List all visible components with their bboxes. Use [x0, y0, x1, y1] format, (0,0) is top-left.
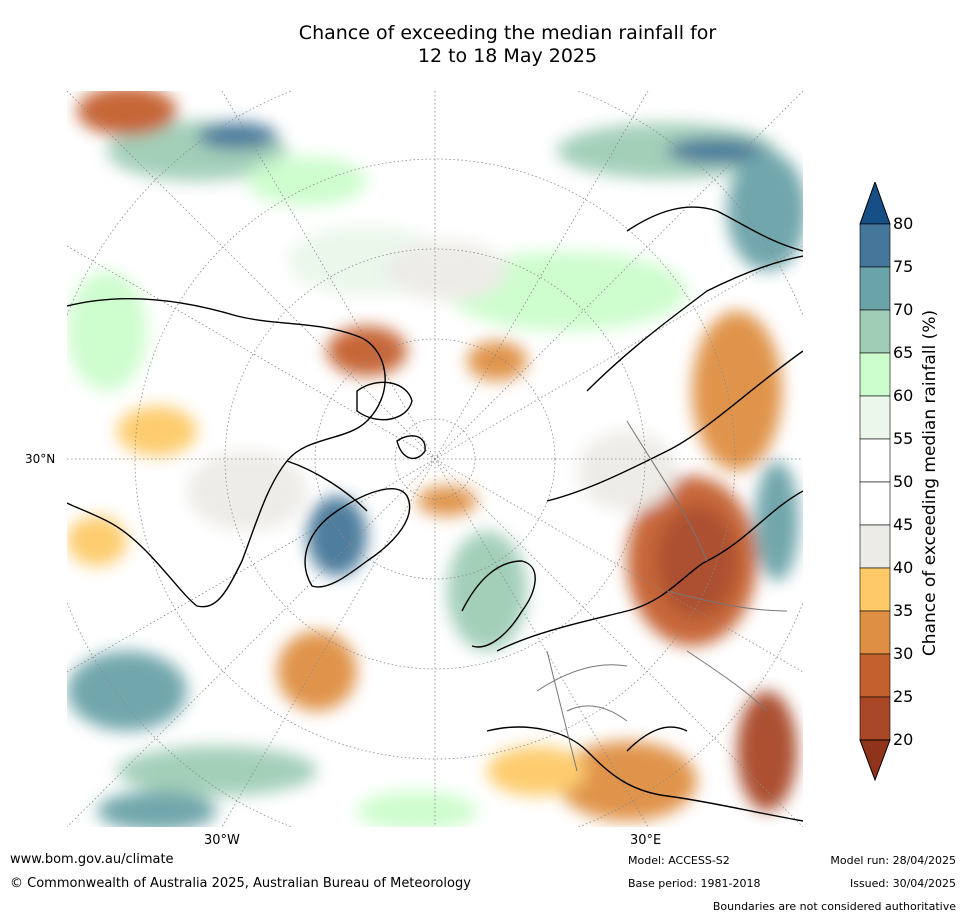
colorbar-band-45-50: [859, 481, 891, 526]
graticule: [67, 91, 803, 827]
lon-label-30w: 30°W: [204, 833, 240, 848]
lat-label-30n: 30°N: [25, 452, 56, 466]
footer-copyright: © Commonwealth of Australia 2025, Austra…: [10, 876, 471, 891]
map-canvas: [67, 91, 803, 827]
colorbar-label: Chance of exceeding median rainfall (%): [920, 309, 940, 657]
colorbar-tick-25: 25: [893, 687, 914, 706]
colorbar-band-55-60: [859, 395, 891, 440]
colorbar-band-20-25: [859, 696, 891, 741]
colorbar-tick-60: 60: [893, 386, 914, 405]
colorbar-tick-45: 45: [893, 515, 914, 534]
colorbar-band-35-40: [859, 567, 891, 612]
colorbar-band-65-70: [859, 309, 891, 354]
lon-label-30e: 30°E: [630, 833, 662, 848]
colorbar-band-25-30: [859, 653, 891, 698]
colorbar-extend-below-20: [859, 739, 891, 782]
colorbar-band-70-75: [859, 266, 891, 311]
colorbar-tick-50: 50: [893, 472, 914, 491]
colorbar-band-50-55: [859, 438, 891, 483]
colorbar-band-75-80: [859, 223, 891, 268]
colorbar-extend-above-80: [859, 182, 891, 225]
footer-disclaimer: Boundaries are not considered authoritat…: [712, 900, 956, 913]
colorbar-tick-65: 65: [893, 343, 914, 362]
footer-website: www.bom.gov.au/climate: [10, 852, 174, 867]
footer-issued: Issued: 30/04/2025: [849, 877, 956, 890]
footer-model: Model: ACCESS-S2: [628, 854, 730, 867]
colorbar-band-60-65: [859, 352, 891, 397]
title-line-2: 12 to 18 May 2025: [417, 45, 598, 67]
colorbar-tick-20: 20: [893, 730, 914, 749]
footer-base-period: Base period: 1981-2018: [628, 877, 761, 890]
colorbar-band-40-45: [859, 524, 891, 569]
colorbar-tick-70: 70: [893, 300, 914, 319]
colorbar-band-30-35: [859, 610, 891, 655]
colorbar-tick-35: 35: [893, 601, 914, 620]
colorbar-tick-30: 30: [893, 644, 914, 663]
probability-map: [67, 91, 803, 827]
borders: [536, 420, 788, 772]
title-line-1: Chance of exceeding the median rainfall …: [298, 22, 717, 44]
colorbar-tick-40: 40: [893, 558, 914, 577]
map-title: Chance of exceeding the median rainfall …: [0, 22, 965, 68]
footer-model-run: Model run: 28/04/2025: [830, 854, 956, 867]
probability-field: [67, 91, 803, 827]
colorbar-tick-75: 75: [893, 257, 914, 276]
colorbar-tick-55: 55: [893, 429, 914, 448]
colorbar: [859, 182, 891, 782]
colorbar-tick-80: 80: [893, 214, 914, 233]
coastlines: [67, 206, 803, 822]
